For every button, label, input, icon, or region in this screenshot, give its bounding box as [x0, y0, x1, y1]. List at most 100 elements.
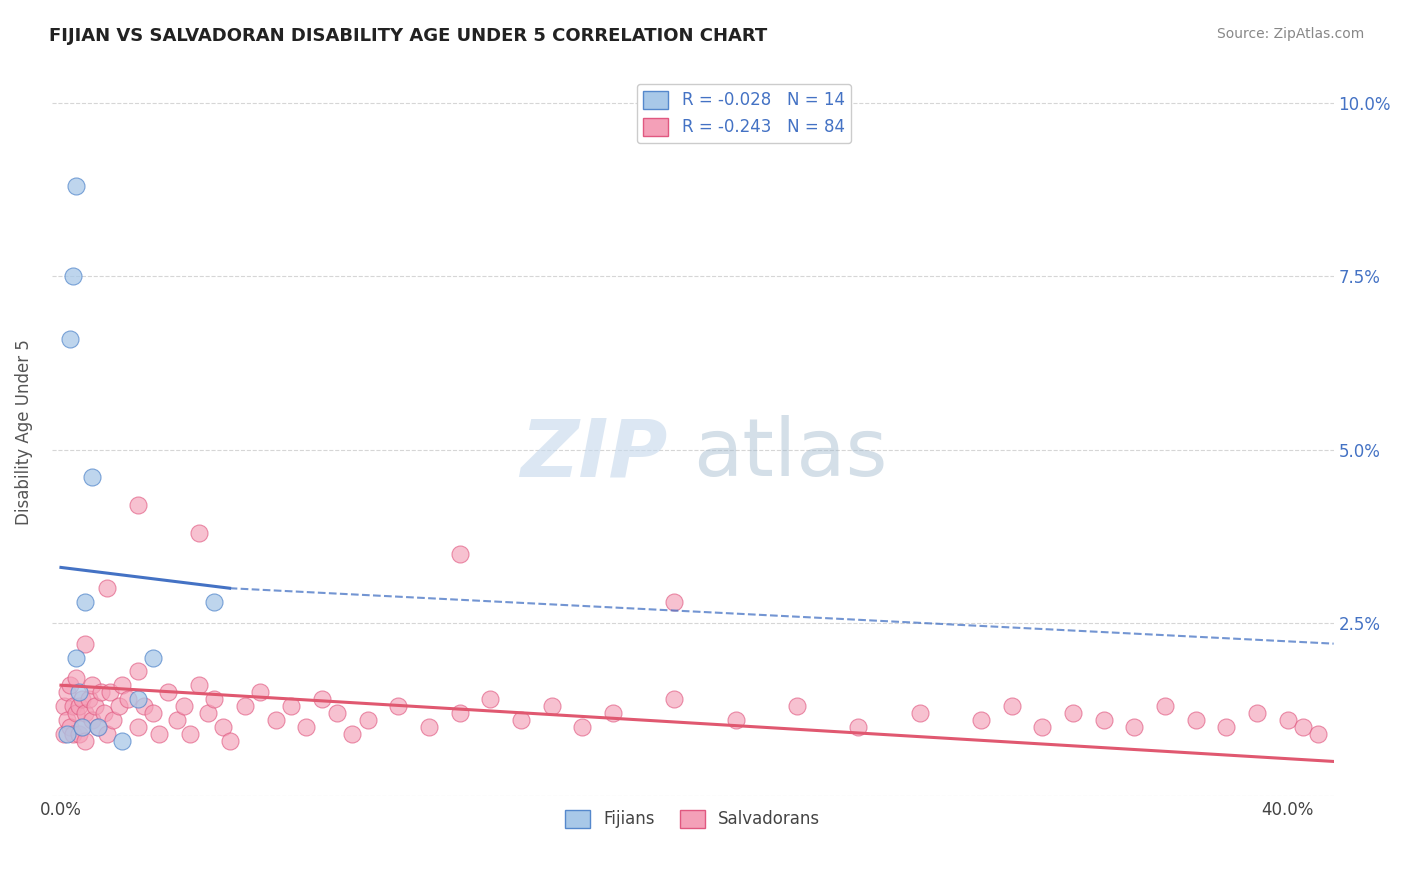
Point	[908, 706, 931, 720]
Point	[418, 720, 440, 734]
Point	[65, 179, 87, 194]
Point	[87, 720, 110, 734]
Text: Source: ZipAtlas.com: Source: ZipAtlas.com	[1216, 27, 1364, 41]
Point	[75, 706, 97, 720]
Point	[970, 713, 993, 727]
Point	[1246, 706, 1268, 720]
Point	[249, 685, 271, 699]
Point	[387, 698, 409, 713]
Point	[72, 720, 94, 734]
Point	[197, 706, 219, 720]
Point	[80, 470, 103, 484]
Point	[326, 706, 349, 720]
Point	[56, 713, 79, 727]
Point	[67, 685, 90, 699]
Point	[62, 698, 84, 713]
Point	[96, 581, 118, 595]
Point	[62, 727, 84, 741]
Point	[127, 665, 149, 679]
Y-axis label: Disability Age Under 5: Disability Age Under 5	[15, 339, 32, 525]
Point	[724, 713, 747, 727]
Point	[1092, 713, 1115, 727]
Point	[233, 698, 256, 713]
Point	[510, 713, 533, 727]
Point	[846, 720, 869, 734]
Point	[56, 685, 79, 699]
Legend: Fijians, Salvadorans: Fijians, Salvadorans	[558, 803, 827, 835]
Point	[108, 698, 131, 713]
Point	[75, 595, 97, 609]
Point	[280, 698, 302, 713]
Point	[602, 706, 624, 720]
Point	[179, 727, 201, 741]
Point	[127, 498, 149, 512]
Point	[479, 692, 502, 706]
Point	[80, 678, 103, 692]
Point	[449, 706, 471, 720]
Point	[132, 698, 155, 713]
Point	[202, 595, 225, 609]
Point	[101, 713, 124, 727]
Point	[1277, 713, 1299, 727]
Point	[142, 650, 165, 665]
Point	[111, 678, 134, 692]
Point	[356, 713, 378, 727]
Point	[1031, 720, 1053, 734]
Point	[1184, 713, 1206, 727]
Point	[1154, 698, 1177, 713]
Point	[59, 678, 82, 692]
Point	[786, 698, 808, 713]
Point	[157, 685, 180, 699]
Point	[540, 698, 562, 713]
Point	[59, 720, 82, 734]
Point	[1292, 720, 1315, 734]
Point	[311, 692, 333, 706]
Point	[173, 698, 195, 713]
Point	[571, 720, 593, 734]
Point	[264, 713, 287, 727]
Point	[111, 733, 134, 747]
Point	[80, 713, 103, 727]
Point	[90, 685, 112, 699]
Point	[127, 692, 149, 706]
Point	[75, 637, 97, 651]
Point	[218, 733, 240, 747]
Point	[148, 727, 170, 741]
Point	[96, 727, 118, 741]
Point	[77, 692, 100, 706]
Point	[342, 727, 364, 741]
Point	[1123, 720, 1146, 734]
Point	[202, 692, 225, 706]
Point	[56, 727, 79, 741]
Point	[166, 713, 188, 727]
Point	[87, 720, 110, 734]
Text: atlas: atlas	[693, 415, 887, 493]
Text: FIJIAN VS SALVADORAN DISABILITY AGE UNDER 5 CORRELATION CHART: FIJIAN VS SALVADORAN DISABILITY AGE UNDE…	[49, 27, 768, 45]
Point	[212, 720, 235, 734]
Point	[664, 595, 686, 609]
Point	[449, 547, 471, 561]
Point	[127, 720, 149, 734]
Point	[93, 706, 115, 720]
Point	[295, 720, 318, 734]
Point	[1001, 698, 1024, 713]
Point	[1308, 727, 1330, 741]
Point	[65, 650, 87, 665]
Point	[75, 733, 97, 747]
Point	[83, 698, 105, 713]
Text: ZIP: ZIP	[520, 415, 666, 493]
Point	[53, 698, 76, 713]
Point	[117, 692, 139, 706]
Point	[188, 678, 211, 692]
Point	[72, 720, 94, 734]
Point	[53, 727, 76, 741]
Point	[65, 706, 87, 720]
Point	[59, 332, 82, 346]
Point	[98, 685, 121, 699]
Point	[188, 525, 211, 540]
Point	[142, 706, 165, 720]
Point	[664, 692, 686, 706]
Point	[1215, 720, 1237, 734]
Point	[65, 671, 87, 685]
Point	[67, 727, 90, 741]
